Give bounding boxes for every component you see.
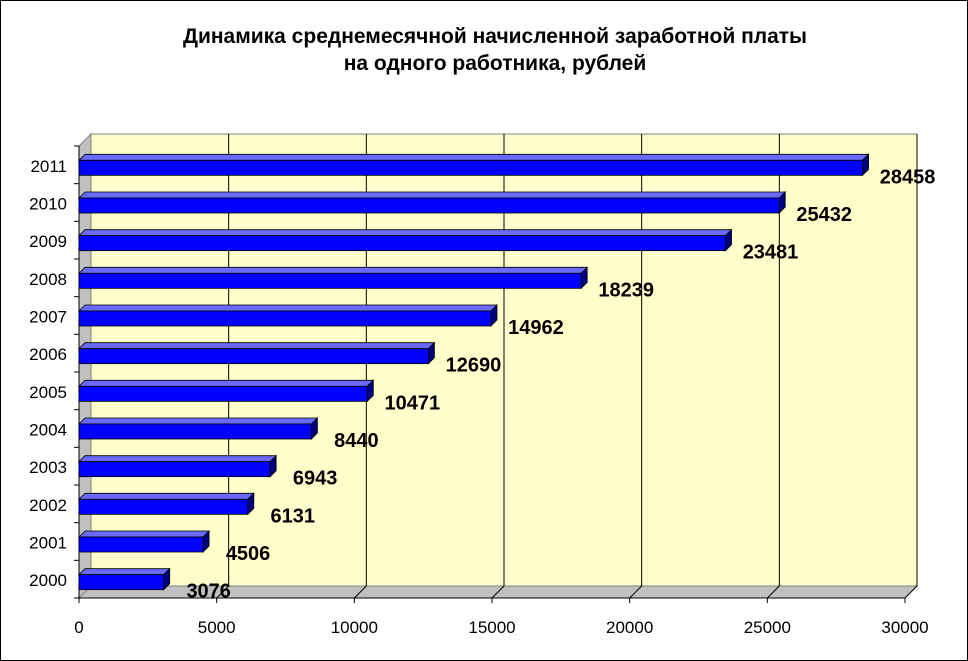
bar-top: [78, 379, 375, 387]
y-tick-label: 2007: [29, 308, 67, 327]
y-tick-label: 2003: [29, 458, 67, 477]
data-label: 25432: [796, 204, 852, 226]
bar-front: [78, 461, 271, 478]
bar: [78, 304, 498, 327]
data-label: 18239: [598, 279, 654, 301]
bar-top: [78, 455, 278, 463]
bar: [78, 191, 787, 214]
x-tick-label: 0: [74, 618, 83, 637]
bar: [78, 417, 319, 440]
bar-front: [78, 310, 492, 327]
x-tick-label: 25000: [744, 618, 791, 637]
bars: [78, 153, 870, 591]
bar: [78, 492, 255, 516]
bar-front: [78, 235, 726, 252]
bar-top: [78, 342, 436, 350]
data-label: 10471: [384, 392, 440, 414]
bar-front: [78, 536, 204, 553]
x-tick-label: 5000: [198, 618, 236, 637]
bar: [78, 454, 278, 478]
bar: [78, 341, 436, 365]
y-tick-label: 2010: [29, 195, 67, 214]
bar-front: [78, 498, 249, 515]
bar-top: [78, 266, 589, 274]
y-tick-label: 2004: [29, 421, 67, 440]
bar-top: [78, 229, 733, 237]
data-label: 3076: [186, 581, 231, 603]
bar-front: [78, 348, 429, 365]
data-label: 6943: [293, 468, 338, 490]
bar: [78, 567, 171, 591]
bar-front: [78, 197, 780, 214]
y-tick-label: 2000: [29, 571, 67, 590]
y-tick-label: 2001: [29, 534, 67, 553]
y-tick-label: 2002: [29, 496, 67, 515]
x-tick-label: 30000: [881, 618, 928, 637]
data-label: 4506: [226, 543, 271, 565]
x-tick-label: 10000: [331, 618, 378, 637]
gridline-floor: [766, 585, 780, 599]
data-label: 14962: [508, 317, 564, 339]
data-label: 6131: [271, 505, 316, 527]
bar-front: [78, 574, 165, 591]
bar-front: [78, 159, 863, 176]
gridline-floor: [353, 585, 367, 599]
bar: [78, 266, 589, 290]
gridline-floor: [216, 585, 230, 599]
chart-title-line-2: на одного работника, рублей: [343, 52, 647, 75]
bar-top: [78, 492, 255, 500]
bar-top: [78, 153, 870, 161]
bar-top: [78, 530, 211, 538]
chart-title-line-1: Динамика среднемесячной начисленной зара…: [182, 25, 807, 48]
y-tick-labels: 2000 2001 2002 2003 2004 2005 2006 2007 2008 2009…: [29, 157, 67, 590]
axes: [74, 145, 906, 603]
y-tick-label: 2011: [30, 157, 67, 176]
bar-front: [78, 272, 582, 289]
gridline-floor: [904, 585, 918, 599]
gridline-floor: [491, 585, 505, 599]
bar-top: [78, 191, 787, 199]
gridline-floor: [629, 585, 643, 599]
bar-top: [78, 568, 171, 576]
x-tick-label: 15000: [468, 618, 515, 637]
bar-front: [78, 423, 312, 440]
bar: [78, 153, 870, 177]
data-label: 28458: [880, 166, 936, 188]
bar-top: [78, 417, 319, 425]
x-tick-labels: 0 5000 10000 15000 20000 25000 30000: [74, 618, 928, 637]
bar-front: [78, 385, 368, 402]
chart-title: Динамика среднемесячной начисленной зара…: [1, 23, 968, 77]
y-tick-label: 2006: [29, 345, 67, 364]
data-label: 8440: [334, 430, 379, 452]
y-tick-label: 2008: [29, 270, 67, 289]
bar: [78, 530, 211, 553]
y-tick-label: 2005: [29, 383, 67, 402]
y-tick-label: 2009: [29, 232, 67, 251]
bar: [78, 228, 733, 252]
x-tick-label: 20000: [606, 618, 653, 637]
data-label: 12690: [446, 355, 502, 377]
bar: [78, 379, 375, 403]
data-label: 23481: [743, 242, 799, 264]
bar-top: [78, 304, 498, 312]
